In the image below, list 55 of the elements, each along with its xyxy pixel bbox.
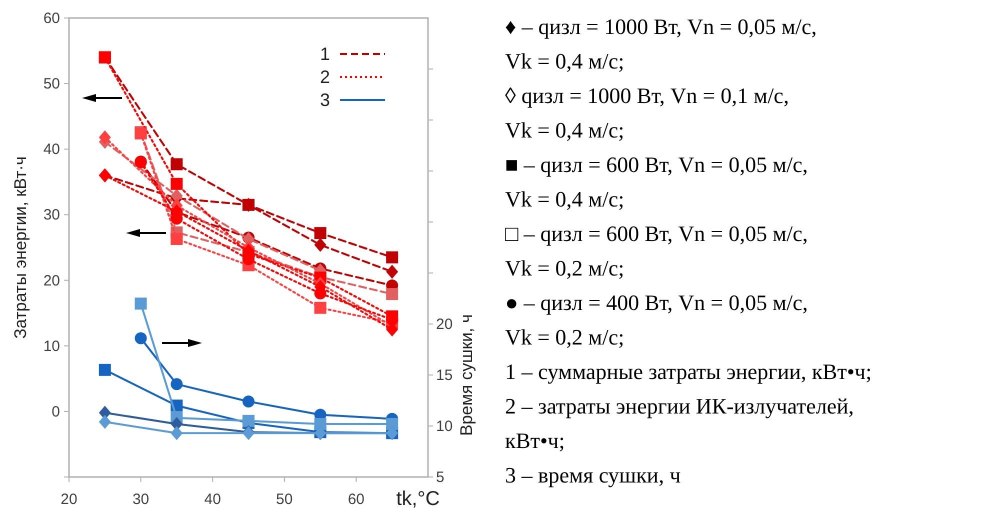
x-tick-label: 50: [276, 491, 293, 508]
text: Vk = 0,2 м/с;: [505, 324, 624, 350]
point: [386, 251, 398, 264]
legend-label: 1: [320, 44, 330, 64]
y2-tick-label: 20: [436, 316, 453, 333]
point: [98, 414, 111, 429]
point: [314, 418, 326, 430]
point: [134, 332, 147, 344]
y-tick-label: 40: [43, 141, 60, 158]
point: [386, 288, 398, 300]
x-tick-label: 40: [204, 491, 221, 508]
point: [242, 396, 254, 408]
text: Vk = 0,4 м/с;: [505, 118, 624, 142]
y-tick-label: 0: [52, 403, 60, 420]
point: [386, 264, 398, 279]
y-tick-label: 20: [43, 272, 60, 290]
text: 1 – суммарные затраты энергии, кВт•ч;: [505, 359, 872, 384]
y-tick-label: 10: [43, 338, 60, 355]
text: Vk = 0,2 м/с;: [505, 256, 624, 280]
y2-tick-label: 15: [436, 367, 453, 384]
text: Vk = 0,4 м/с;: [505, 48, 624, 74]
x-axis-title: tk,°C: [396, 488, 440, 510]
point: [98, 130, 111, 144]
point: [170, 426, 183, 440]
text: ◊ qизл = 1000 Вт, Vn = 0,1 м/с,: [505, 83, 789, 108]
point: [170, 378, 183, 390]
point: [314, 238, 326, 252]
text: ● – qизл = 400 Вт, Vn = 0,05 м/с,: [505, 290, 808, 315]
point: [314, 302, 326, 314]
y-axis-title: Затраты энергии, кВт·ч: [11, 156, 30, 339]
text: кВт•ч;: [505, 428, 565, 453]
point: [170, 158, 183, 170]
y-tick-label: 30: [43, 206, 60, 224]
text: □ – qизл = 600 Вт, Vn = 0,05 м/с,: [505, 221, 808, 246]
x-tick-label: 20: [60, 491, 78, 508]
y2-axis-title: Время сушки, ч: [457, 314, 476, 436]
legend-label: 3: [320, 90, 330, 110]
point: [314, 227, 326, 240]
x-tick-label: 30: [132, 491, 150, 508]
text: ♦ – qизл = 1000 Вт, Vn = 0,05 м/с,: [505, 14, 817, 39]
point: [170, 178, 183, 190]
point: [170, 232, 183, 245]
y2-tick-label: 5: [436, 469, 444, 486]
point: [386, 418, 398, 430]
text: Vk = 0,4 м/с;: [505, 186, 624, 212]
text: ■ – qизл = 600 Вт, Vn = 0,05 м/с,: [505, 152, 808, 177]
y-tick-label: 50: [43, 76, 60, 93]
x-tick-label: 60: [348, 491, 365, 508]
y-tick-label: 60: [43, 10, 60, 27]
text: 3 – время сушки, ч: [505, 462, 681, 488]
point: [134, 298, 147, 310]
point: [98, 364, 111, 376]
text: 2 – затраты энергии ИК-излучателей,: [505, 394, 854, 418]
legend-label: 2: [320, 67, 330, 87]
y2-tick-label: 10: [436, 418, 453, 435]
